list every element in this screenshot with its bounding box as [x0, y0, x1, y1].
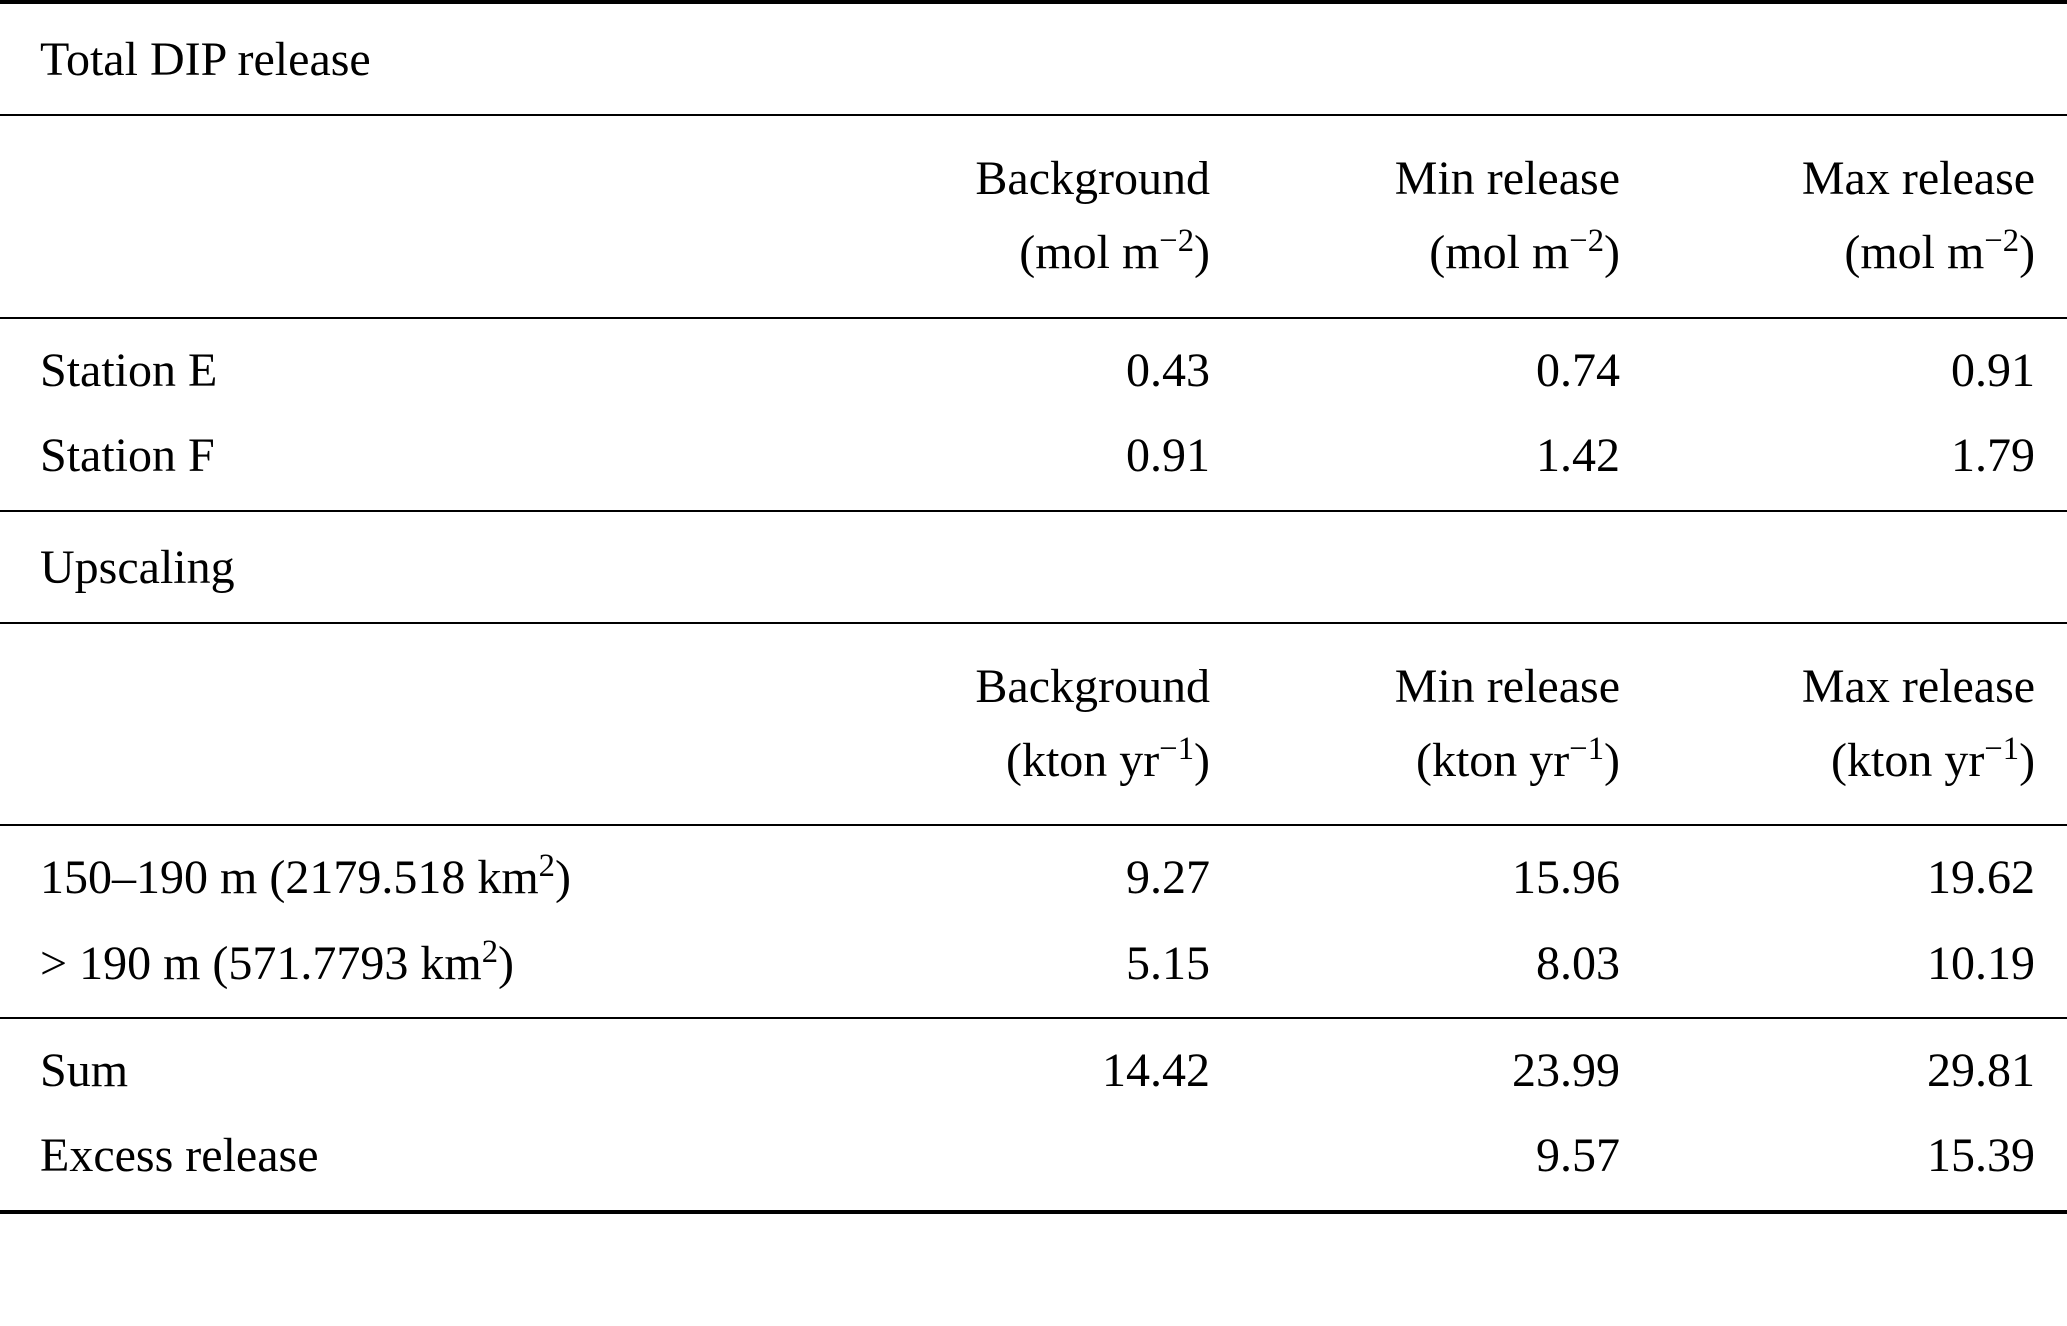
col-header-min-release: Min release (mol m−2): [1210, 114, 1620, 318]
col-header-unit: (mol m−2): [1620, 216, 2035, 290]
unit-text: (mol m: [1429, 226, 1570, 280]
unit-text: (mol m: [1019, 226, 1160, 280]
section2-title-row: Upscaling: [0, 509, 2067, 623]
table-row-station-e: Station E 0.43 0.74 0.91: [0, 316, 2067, 414]
col-header-unit: (kton yr−1): [1210, 724, 1620, 798]
unit-text: ): [1194, 226, 1210, 280]
unit-text: ): [1194, 733, 1210, 787]
table-row-depth-150-190: 150–190 m (2179.518 km2) 9.27 15.96 19.6…: [0, 824, 2067, 921]
col-header-name: Background: [975, 659, 1210, 713]
value-cell: 19.62: [1620, 824, 2067, 921]
unit-text: (kton yr: [1005, 733, 1160, 787]
row-label: Station F: [40, 429, 215, 483]
unit-text: ): [1604, 226, 1620, 280]
col-header-name: Max release: [1801, 659, 2036, 713]
value-cell: 10.19: [1927, 936, 2036, 990]
value-cell: 1.79: [1951, 429, 2036, 483]
col-header-unit: (kton yr−1): [1620, 724, 2035, 798]
row-label: 150–190 m (2179.518 km2): [0, 824, 800, 921]
table-row-excess-release: Excess release 9.57 15.39: [0, 1113, 2067, 1214]
row-label: Station E: [0, 316, 800, 414]
col-header-max-release: Max release (mol m−2): [1620, 114, 2067, 318]
col-header-background: Background (mol m−2): [800, 114, 1210, 318]
value-cell: 15.96: [1210, 824, 1620, 921]
table-row-depth-gt-190: > 190 m (571.7793 km2) 5.15 8.03 10.19: [0, 921, 2067, 1018]
label-exponent: 2: [538, 848, 555, 885]
col-header-unit: (mol m−2): [1210, 216, 1620, 290]
label-text: ): [498, 936, 515, 990]
unit-exponent: −2: [1569, 223, 1605, 260]
value-cell: 5.15: [1126, 936, 1210, 990]
unit-exponent: −2: [1159, 223, 1195, 260]
col-header-name: Background: [975, 152, 1210, 205]
label-text: 150–190 m (2179.518 km: [40, 851, 539, 905]
section2-header-row: Background (kton yr−1) Min release (kton…: [0, 621, 2067, 826]
value-cell: 8.03: [1536, 936, 1620, 990]
unit-text: ): [2019, 226, 2036, 280]
value-cell: 0.74: [1210, 316, 1620, 414]
section1-header-row: Background (mol m−2) Min release (mol m−…: [0, 114, 2067, 318]
unit-exponent: −1: [1159, 730, 1195, 767]
unit-exponent: −1: [1569, 730, 1605, 767]
dip-release-table: Total DIP release Background (mol m−2) M…: [0, 0, 2067, 1214]
unit-text: (kton yr: [1415, 733, 1570, 787]
header-spacer: [0, 114, 800, 318]
value-cell: 23.99: [1210, 1016, 1620, 1114]
table-row-sum: Sum 14.42 23.99 29.81: [0, 1016, 2067, 1114]
unit-text: (kton yr: [1831, 733, 1985, 787]
row-label: Sum: [0, 1016, 800, 1114]
unit-exponent: −1: [1984, 730, 2020, 767]
value-cell: 29.81: [1620, 1016, 2067, 1114]
col-header-unit: (kton yr−1): [800, 724, 1210, 798]
value-cell: 0.91: [1126, 429, 1210, 483]
section2-title: Upscaling: [0, 509, 2067, 623]
row-label: > 190 m (571.7793 km2): [0, 921, 800, 1018]
col-header-name: Min release: [1394, 659, 1620, 713]
table-row-station-f: Station F 0.91 1.42 1.79: [0, 413, 2067, 510]
col-header-name: Max release: [1801, 152, 2036, 205]
col-header-max-release: Max release (kton yr−1): [1620, 621, 2067, 826]
value-cell: 15.39: [1620, 1113, 2067, 1214]
label-text: ): [554, 851, 571, 905]
section1-title: Total DIP release: [0, 0, 2067, 115]
header-spacer: [0, 621, 800, 826]
value-cell: 1.42: [1536, 429, 1620, 483]
value-cell: 0.91: [1620, 316, 2067, 414]
unit-text: (mol m: [1844, 226, 1985, 280]
unit-text: ): [2019, 733, 2036, 787]
unit-text: ): [1604, 733, 1620, 787]
unit-exponent: −2: [1984, 223, 2020, 260]
value-cell: [800, 1113, 1210, 1214]
label-text: > 190 m (571.7793 km: [40, 936, 482, 990]
section1-title-row: Total DIP release: [0, 0, 2067, 115]
label-exponent: 2: [481, 933, 499, 970]
value-cell: 14.42: [800, 1016, 1210, 1114]
col-header-unit: (mol m−2): [800, 216, 1210, 290]
col-header-background: Background (kton yr−1): [800, 621, 1210, 826]
value-cell: 0.43: [800, 316, 1210, 414]
row-label: Excess release: [0, 1113, 800, 1214]
col-header-min-release: Min release (kton yr−1): [1210, 621, 1620, 826]
value-cell: 9.57: [1210, 1113, 1620, 1214]
col-header-name: Min release: [1394, 152, 1620, 205]
value-cell: 9.27: [800, 824, 1210, 921]
